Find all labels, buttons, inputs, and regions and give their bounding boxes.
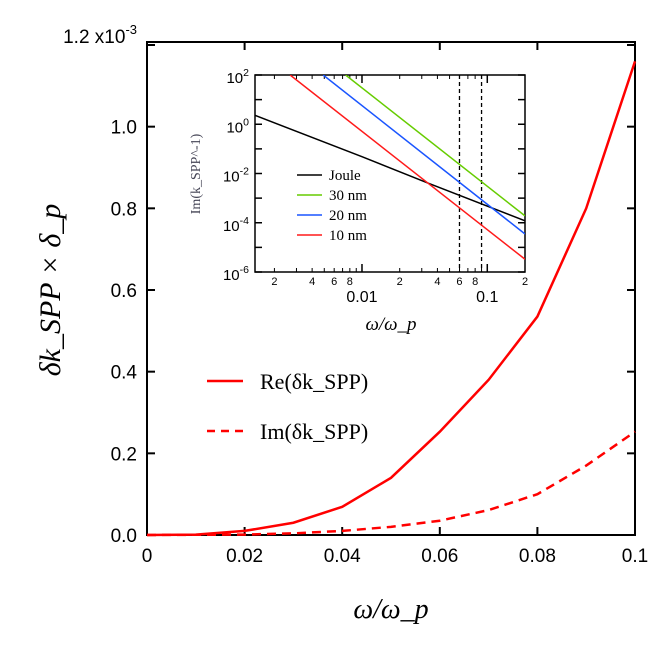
y-tick-label: 0.6 (111, 281, 137, 302)
y-tick-label: 0.8 (111, 199, 137, 220)
inset-x-minor-label: 2 (522, 276, 528, 288)
x-tick-label: 0.06 (421, 546, 458, 567)
legend-label: Im(δk_SPP) (260, 419, 368, 444)
inset-series-joule (255, 114, 525, 222)
y-tick-label-top: 1.2 x10-3 (63, 22, 137, 48)
inset-y-tick-label: 100 (226, 116, 249, 136)
inset-y-tick-label: 10-6 (223, 264, 249, 284)
series-line-im (146, 430, 636, 537)
x-axis-label: ω/ω_p (353, 594, 428, 625)
y-tick-label: 0.4 (111, 363, 138, 384)
inset-x-minor-label: 2 (397, 276, 403, 288)
y-tick-label: 0.0 (111, 526, 137, 547)
y-tick-label: 0.2 (111, 444, 137, 465)
legend-label: Re(δk_SPP) (260, 369, 368, 394)
inset-legend-label: Joule (329, 168, 361, 184)
inset-y-axis-label: Im(k_SPP^-1) (189, 133, 204, 214)
inset-x-minor-label: 6 (331, 276, 337, 288)
y-axis-label: δk_SPP × δ_p (34, 204, 67, 377)
x-tick-label: 0.04 (324, 546, 361, 567)
inset-lines (255, 75, 525, 272)
inset-series-30nm (345, 75, 525, 217)
x-tick-label: 0 (142, 546, 153, 567)
inset-x-minor-label: 8 (472, 276, 478, 288)
inset-x-minor-label: 2 (271, 276, 277, 288)
inset-y-tick-label: 10-4 (223, 215, 249, 235)
inset-frame (254, 74, 526, 273)
inset-x-tick-label: 0.1 (476, 289, 498, 306)
inset-x-minor-label: 4 (434, 276, 440, 288)
inset-x-tick-label: 0.01 (346, 289, 377, 306)
inset-x-minor-label: 8 (347, 276, 353, 288)
series-line-re (146, 60, 637, 537)
inset-x-axis-label: ω/ω_p (365, 314, 416, 335)
inset-x-minor-label: 6 (456, 276, 462, 288)
x-tick-label: 0.02 (226, 546, 263, 567)
inset-series-20nm (322, 75, 525, 235)
x-tick-label: 0.1 (622, 546, 648, 567)
y-tick-label: 1.0 (111, 118, 137, 139)
inset-series-10nm (289, 75, 525, 260)
main-plot-frame (146, 41, 636, 536)
inset-legend-label: 10 nm (329, 228, 367, 244)
x-tick-label: 0.08 (519, 546, 556, 567)
inset-x-minor-label: 4 (309, 276, 315, 288)
inset-legend-label: 20 nm (329, 208, 367, 224)
inset-legend-label: 30 nm (329, 188, 367, 204)
inset-y-tick-label: 10-2 (223, 166, 249, 186)
inset-y-tick-label: 102 (226, 67, 249, 87)
